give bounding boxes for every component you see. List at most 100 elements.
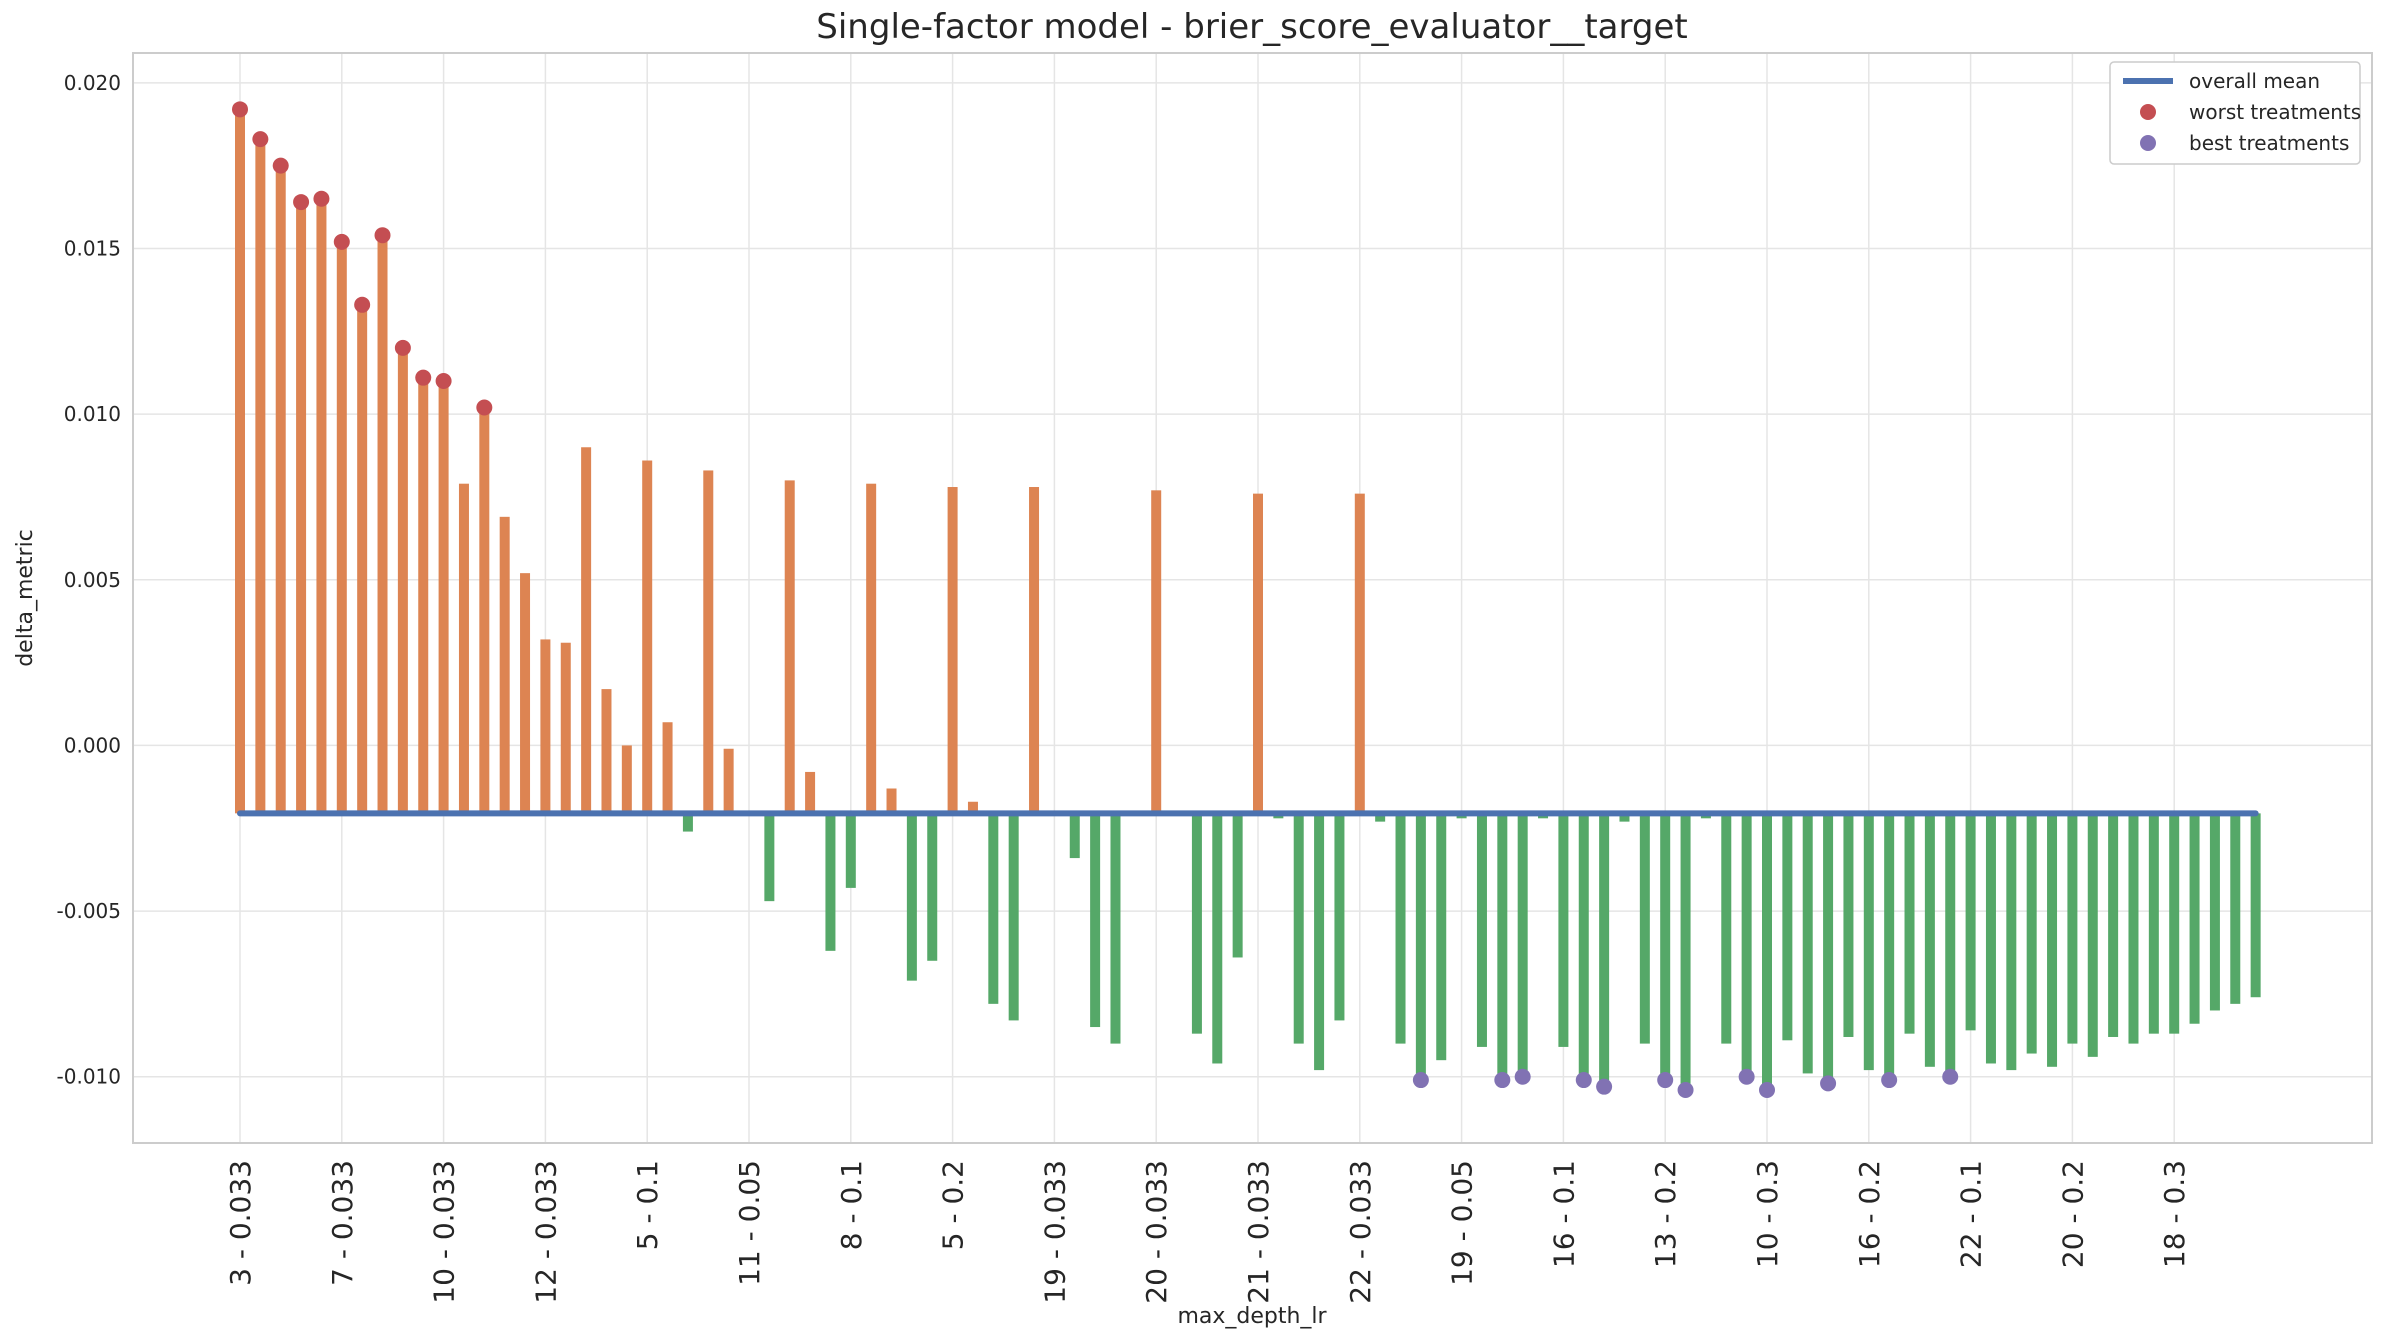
bar [2087, 813, 2098, 1057]
worst-treatment-point [232, 101, 248, 118]
bar [1191, 813, 1202, 1034]
bar [1843, 813, 1854, 1037]
x-axis-ticks: 3 - 0.033 7 - 0.033 10 - 0.033 12 - 0.033 5 … [224, 1160, 2191, 1304]
bar [1863, 813, 1874, 1071]
best-treatment-point [1677, 1081, 1694, 1098]
bar [1253, 493, 1263, 814]
bar [520, 573, 531, 814]
bar [1314, 813, 1325, 1071]
bar [1985, 813, 1996, 1064]
bar [438, 380, 449, 814]
treatment-points [232, 101, 1959, 1098]
worst-treatment-point [415, 369, 432, 386]
best-treatment-point [1820, 1075, 1837, 1092]
best-treatment-point [1881, 1072, 1898, 1089]
bar [967, 801, 978, 814]
bar [1904, 813, 1915, 1034]
y-axis-label: delta_metric [13, 529, 38, 667]
x-tick-label: 22 - 0.033 [1344, 1160, 1377, 1304]
bar [764, 813, 775, 902]
y-tick-label: 0.000 [64, 733, 121, 757]
bar [397, 347, 408, 814]
bar [2148, 813, 2159, 1034]
bar [662, 722, 673, 814]
bar [886, 788, 897, 814]
y-tick-label: 0.010 [64, 402, 121, 426]
bar [2209, 813, 2220, 1011]
y-tick-label: 0.020 [64, 71, 121, 95]
bar [1375, 813, 1386, 822]
bar [1884, 813, 1895, 1081]
bar [1721, 813, 1732, 1044]
worst-treatment-point [394, 339, 411, 356]
x-tick-label: 19 - 0.033 [1038, 1160, 1071, 1304]
bars [235, 109, 2261, 1090]
bar [1680, 813, 1691, 1090]
legend-mean-label: overall mean [2189, 69, 2320, 93]
bar [2169, 813, 2180, 1034]
legend-best-label: best treatments [2189, 131, 2349, 155]
bar [275, 165, 286, 814]
bar [1924, 813, 1935, 1067]
x-tick-label: 11 - 0.05 [733, 1160, 766, 1286]
best-treatment-point [1657, 1072, 1674, 1089]
y-tick-label: -0.005 [57, 899, 121, 923]
bar [1476, 813, 1487, 1047]
bar [357, 304, 368, 814]
bar [682, 813, 693, 832]
bar [479, 407, 490, 814]
bar [805, 771, 816, 814]
x-tick-label: 18 - 0.3 [2158, 1160, 2191, 1268]
best-treatment-point [1514, 1068, 1531, 1085]
legend-box [2109, 61, 2361, 165]
bar [235, 109, 245, 814]
bar [866, 483, 877, 814]
x-tick-label: 13 - 0.2 [1649, 1160, 1682, 1268]
worst-treatment-point [333, 233, 350, 250]
best-treatment-point [1596, 1078, 1613, 1095]
bar [1395, 813, 1406, 1044]
bar [2047, 813, 2058, 1067]
bar [1660, 813, 1671, 1081]
bar [2189, 813, 2200, 1024]
bar [377, 235, 388, 814]
best-treatment-point [1575, 1072, 1592, 1089]
bar [1436, 813, 1447, 1061]
bar [947, 487, 958, 814]
bar [703, 470, 714, 814]
bar [1762, 813, 1772, 1090]
worst-treatment-point [374, 227, 391, 244]
bar [1578, 813, 1589, 1081]
legend-best-swatch [2140, 135, 2156, 151]
bar [1334, 813, 1345, 1021]
bar [1517, 813, 1528, 1077]
bar [2230, 813, 2241, 1004]
bar [2250, 813, 2261, 998]
worst-treatment-point [354, 296, 371, 313]
bar [621, 745, 632, 814]
bar [1965, 813, 1976, 1031]
bar [296, 202, 307, 814]
bar [1639, 813, 1650, 1044]
best-treatment-point [1412, 1072, 1429, 1089]
plot-frame [132, 52, 2373, 1144]
bar [723, 748, 734, 814]
bar [1945, 813, 1956, 1077]
x-tick-label: 19 - 0.05 [1446, 1160, 1479, 1286]
bar [2026, 813, 2037, 1054]
x-tick-label: 5 - 0.1 [631, 1160, 664, 1250]
bar [1782, 813, 1793, 1041]
bar [927, 813, 938, 961]
best-treatment-point [1759, 1081, 1775, 1098]
x-tick-label: 12 - 0.033 [529, 1160, 562, 1304]
bar [2108, 813, 2119, 1037]
bar [540, 639, 551, 814]
bar [1558, 813, 1569, 1047]
y-tick-label: 0.015 [64, 236, 121, 260]
bar [1619, 813, 1630, 822]
x-tick-label: 22 - 0.1 [1955, 1160, 1988, 1268]
bar [642, 460, 653, 814]
bar [1293, 813, 1304, 1044]
x-tick-label: 20 - 0.2 [2056, 1160, 2089, 1268]
